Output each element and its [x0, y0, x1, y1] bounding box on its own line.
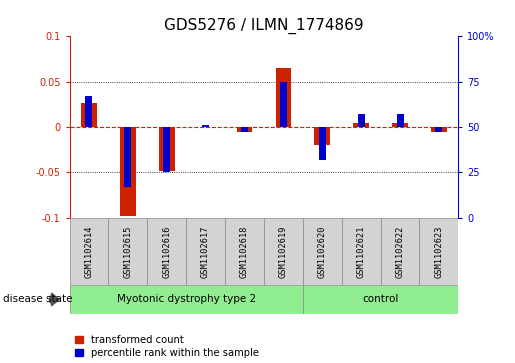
Legend: transformed count, percentile rank within the sample: transformed count, percentile rank withi… — [75, 335, 259, 358]
Text: GSM1102620: GSM1102620 — [318, 225, 327, 278]
Text: GSM1102618: GSM1102618 — [240, 225, 249, 278]
Text: GSM1102615: GSM1102615 — [124, 225, 132, 278]
Text: GSM1102616: GSM1102616 — [162, 225, 171, 278]
Text: GSM1102622: GSM1102622 — [396, 225, 404, 278]
Bar — [124, 127, 131, 187]
Text: GSM1102619: GSM1102619 — [279, 225, 288, 278]
Bar — [120, 127, 135, 216]
Text: GSM1102614: GSM1102614 — [84, 225, 93, 278]
Text: GSM1102623: GSM1102623 — [435, 225, 443, 278]
Bar — [70, 285, 303, 314]
Bar — [397, 114, 404, 127]
Text: disease state: disease state — [3, 294, 72, 305]
Bar — [237, 127, 252, 132]
Bar — [264, 218, 303, 285]
Bar — [280, 82, 287, 127]
Bar — [431, 127, 447, 132]
Bar — [186, 218, 225, 285]
Bar — [276, 68, 291, 127]
Text: GSM1102617: GSM1102617 — [201, 225, 210, 278]
Text: GSM1102621: GSM1102621 — [357, 225, 366, 278]
Text: control: control — [363, 294, 399, 305]
Text: Myotonic dystrophy type 2: Myotonic dystrophy type 2 — [116, 294, 256, 305]
Bar — [353, 123, 369, 127]
Bar — [392, 123, 408, 127]
Bar — [159, 127, 175, 171]
Bar — [225, 218, 264, 285]
Bar — [241, 127, 248, 132]
Bar — [420, 218, 458, 285]
Bar — [381, 218, 419, 285]
Bar — [357, 114, 365, 127]
Bar — [303, 285, 458, 314]
Bar — [435, 127, 442, 132]
Bar — [147, 218, 186, 285]
Title: GDS5276 / ILMN_1774869: GDS5276 / ILMN_1774869 — [164, 17, 364, 33]
Bar — [342, 218, 381, 285]
Bar — [81, 102, 97, 127]
Bar — [303, 218, 342, 285]
Bar — [202, 125, 209, 127]
Bar — [163, 127, 170, 172]
Bar — [315, 127, 330, 145]
Bar — [108, 218, 147, 285]
Bar — [319, 127, 326, 160]
Bar — [70, 218, 109, 285]
Bar — [85, 96, 93, 127]
